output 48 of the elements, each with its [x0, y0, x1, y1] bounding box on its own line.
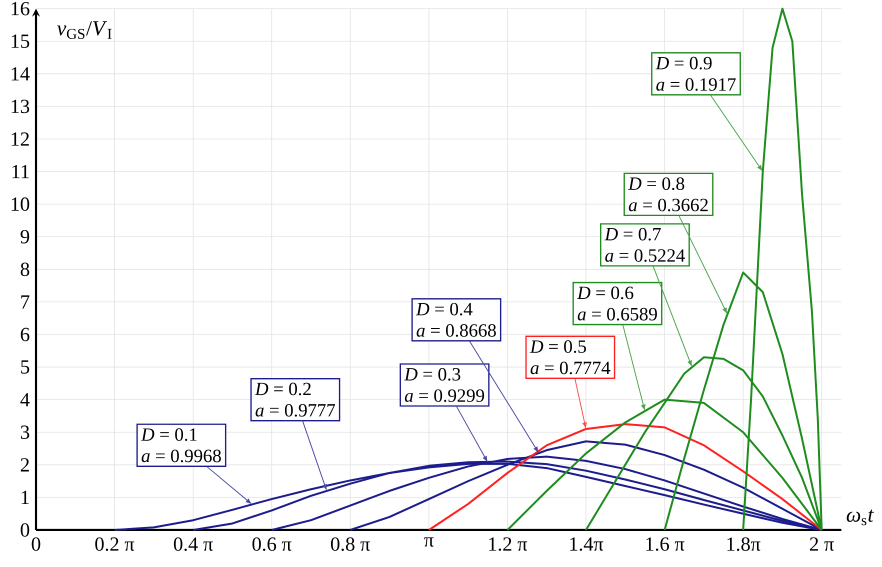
annotation: D = 0.8: [628, 177, 684, 190]
annotation: a = 0.9777: [256, 404, 336, 417]
annotation: D = 0.1: [140, 428, 197, 441]
x-tick-label: 0.6 π: [252, 537, 292, 551]
annotation: D = 0.6: [576, 286, 634, 300]
x-tick-label: 1.6 π: [646, 537, 684, 551]
annotation: a = 0.3662: [628, 198, 708, 212]
y-tick-label: 4: [20, 393, 30, 406]
annotation: D = 0.3: [404, 368, 460, 381]
x-tick-label: 1.8π: [727, 537, 760, 551]
annotation: a = 0.5224: [605, 249, 685, 262]
y-tick-label: 14: [12, 67, 30, 80]
annotation: a = 0.1917: [656, 78, 736, 91]
x-tick-label: 0.8 π: [330, 537, 370, 551]
annotation: a = 0.8668: [416, 324, 496, 337]
annotation: D = 0.5: [530, 340, 586, 353]
y-tick-label: 2: [20, 458, 29, 472]
y-tick-label: 5: [21, 360, 30, 374]
y-tick-label: 1: [22, 490, 29, 504]
y-tick-label: 9: [20, 230, 30, 244]
y-tick-label: 16: [12, 2, 30, 16]
y-tick-label: 10: [12, 197, 30, 211]
x-tick-label: 2 π: [810, 537, 834, 551]
x-tick-label: 0.4 π: [174, 537, 213, 551]
x-axis-title: ω$_{s}$t: [846, 510, 874, 526]
annotation: a = 0.9299: [404, 389, 484, 402]
annotation: a = 0.9968: [142, 450, 221, 462]
y-tick-label: 13: [12, 100, 30, 114]
x-tick-label: π: [424, 537, 434, 547]
annotation: a = 0.7774: [530, 362, 610, 374]
annotation: D = 0.4: [416, 302, 472, 316]
x-tick-label: 1.2 π: [489, 537, 528, 551]
y-tick-label: 0: [20, 523, 30, 537]
y-tick-label: 11: [12, 164, 29, 178]
x-tick-label: 0.2 π: [95, 537, 134, 551]
annotation: D = 0.9: [656, 56, 712, 70]
y-tick-label: 6: [20, 328, 30, 342]
x-tick-label: 1.4π: [570, 537, 604, 551]
y-tick-label: 7: [21, 295, 30, 308]
x-tick-label: 0: [32, 537, 40, 551]
annotation: D = 0.2: [254, 382, 311, 396]
y-tick-label: 15: [12, 34, 30, 48]
y-axis-title: v$_{GS}$/V$_{I}$: [57, 21, 112, 39]
y-tick-label: 12: [12, 132, 29, 146]
y-tick-label: 3: [20, 426, 30, 439]
annotation: a = 0.6589: [578, 308, 657, 321]
annotation: D = 0.7: [604, 228, 661, 241]
y-tick-label: 8: [20, 262, 30, 276]
